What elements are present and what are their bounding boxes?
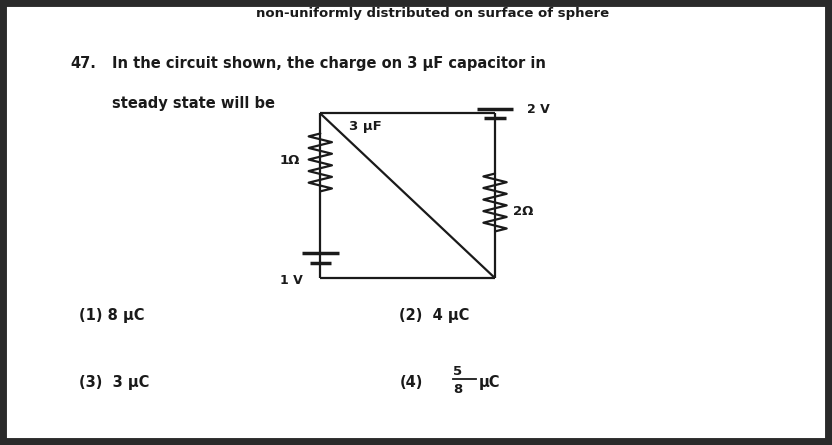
- Text: 3 μF: 3 μF: [349, 120, 382, 133]
- Text: In the circuit shown, the charge on 3 μF capacitor in: In the circuit shown, the charge on 3 μF…: [112, 56, 546, 71]
- Text: 5: 5: [453, 365, 463, 378]
- Text: 2 V: 2 V: [527, 102, 549, 116]
- Text: (4): (4): [399, 375, 423, 390]
- Text: (2)  4 μC: (2) 4 μC: [399, 308, 470, 324]
- Text: μC: μC: [478, 375, 500, 390]
- Text: 1 V: 1 V: [280, 274, 303, 287]
- Text: 47.: 47.: [71, 56, 97, 71]
- Text: (3)  3 μC: (3) 3 μC: [79, 375, 150, 390]
- Text: 8: 8: [453, 383, 463, 396]
- Text: steady state will be: steady state will be: [112, 96, 275, 111]
- Text: non-uniformly distributed on surface of sphere: non-uniformly distributed on surface of …: [256, 7, 609, 20]
- Text: 1Ω: 1Ω: [280, 154, 300, 167]
- Text: 2Ω: 2Ω: [513, 205, 533, 218]
- Text: (1) 8 μC: (1) 8 μC: [79, 308, 145, 324]
